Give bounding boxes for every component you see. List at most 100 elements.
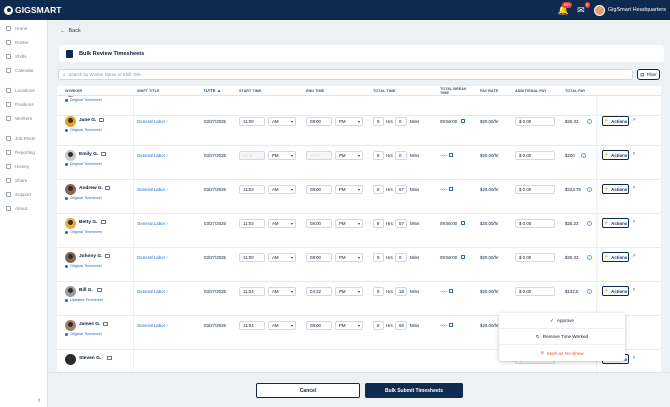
end-time-input[interactable]: 04:22 [306, 287, 332, 296]
info-icon[interactable]: i [587, 221, 592, 226]
info-icon[interactable]: i [581, 153, 586, 158]
sidebar-item-shifts[interactable]: Shifts [0, 49, 47, 63]
minutes-input[interactable]: 0 [395, 253, 407, 262]
end-time-input[interactable]: -- : -- [306, 151, 332, 160]
end-ampm-select[interactable]: PM [335, 219, 363, 228]
start-time-input[interactable]: 11:00 [239, 253, 265, 262]
hours-input[interactable]: 9 [373, 117, 384, 126]
end-ampm-select[interactable]: PM [335, 321, 363, 330]
start-ampm-select[interactable]: AM [268, 219, 296, 228]
timesheet-version[interactable]: Original Timesheet [65, 128, 102, 132]
edit-break-icon[interactable] [461, 119, 465, 123]
avatar[interactable] [65, 150, 76, 161]
avatar[interactable] [65, 354, 76, 365]
approve-option[interactable]: ✓ Approve [499, 313, 625, 329]
sidebar-item-calendar[interactable]: Calendar [0, 63, 47, 77]
sidebar-item-positions[interactable]: Positions [0, 97, 47, 111]
worker-name[interactable]: Johnny G. [79, 254, 103, 259]
start-time-input[interactable]: 11:03 [239, 185, 265, 194]
shift-link[interactable]: General Labor › [137, 221, 168, 226]
avatar[interactable] [65, 184, 76, 195]
hours-input[interactable]: 8 [373, 185, 384, 194]
actions-button[interactable]: ⚡Actions [602, 286, 629, 296]
edit-break-icon[interactable] [449, 153, 453, 157]
start-ampm-select[interactable]: AM [268, 287, 296, 296]
start-ampm-select[interactable]: AM [268, 321, 296, 330]
shift-link[interactable]: General Labor › [137, 187, 168, 192]
chevron-right-icon[interactable]: › [633, 151, 635, 157]
edit-break-icon[interactable] [461, 221, 465, 225]
end-time-input[interactable]: 08:00 [306, 219, 332, 228]
actions-button[interactable]: ⚡Actions [602, 218, 629, 228]
image-icon[interactable] [105, 186, 110, 190]
end-ampm-select[interactable]: PM [335, 117, 363, 126]
sidebar-item-roster[interactable]: Roster [0, 35, 47, 49]
avatar[interactable] [65, 320, 76, 331]
sidebar-item-share[interactable]: Share [0, 173, 47, 187]
end-ampm-select[interactable]: PM [335, 151, 363, 160]
info-icon[interactable]: i [587, 255, 592, 260]
col-total-time[interactable]: TOTAL TIME [373, 89, 396, 93]
additional-pay-input[interactable]: $ 0.00 [515, 185, 555, 194]
start-time-input[interactable]: 11:04 [239, 321, 265, 330]
shift-link[interactable]: General Labor › [137, 323, 168, 328]
worker-name[interactable]: Betty G. [79, 220, 98, 225]
hours-input[interactable]: 8 [373, 219, 384, 228]
start-ampm-select[interactable]: AM [268, 185, 296, 194]
actions-button[interactable]: ⚡Actions [602, 184, 629, 194]
col-total-pay[interactable]: TOTAL PAY [565, 89, 586, 93]
worker-name[interactable]: Jane G. [79, 118, 97, 123]
timesheet-version[interactable]: Updated Timesheet [65, 298, 103, 302]
additional-pay-input[interactable]: $ 0.00 [515, 151, 555, 160]
info-icon[interactable]: i [587, 289, 592, 294]
chevron-right-icon[interactable]: › [633, 117, 635, 123]
col-pay-rate[interactable]: PAY RATE [480, 89, 499, 93]
end-ampm-select[interactable]: PM [335, 253, 363, 262]
image-icon[interactable] [101, 220, 106, 224]
avatar[interactable] [65, 252, 76, 263]
timesheet-version[interactable]: Original Timesheet [65, 264, 102, 268]
col-date[interactable]: DATE ▲ [204, 88, 222, 93]
image-icon[interactable] [99, 118, 104, 122]
col-end-time[interactable]: END TIME [306, 89, 325, 93]
bell-icon[interactable]: 🔔 99+ [557, 2, 572, 15]
worker-name[interactable]: James G. [79, 322, 101, 327]
edit-break-icon[interactable] [461, 255, 465, 259]
additional-pay-input[interactable]: $ 0.00 [515, 219, 555, 228]
no-show-option[interactable]: ⊘ Mark as No-Show [499, 345, 625, 361]
image-icon[interactable] [107, 356, 112, 360]
additional-pay-input[interactable]: $ 0.00 [515, 117, 555, 126]
actions-button[interactable]: ⚡Actions [602, 150, 629, 160]
minutes-input[interactable]: 0 [395, 117, 407, 126]
sidebar-item-home[interactable]: Home [0, 21, 47, 35]
chevron-right-icon[interactable]: › [633, 185, 635, 191]
end-time-input[interactable]: 08:00 [306, 117, 332, 126]
hours-input[interactable]: 9 [373, 253, 384, 262]
minutes-input[interactable]: 56 [395, 321, 407, 330]
sidebar-item-job-posts[interactable]: Job Posts [0, 131, 47, 145]
chat-icon[interactable]: ✉ 6 [577, 2, 590, 15]
hours-input[interactable]: 5 [373, 287, 384, 296]
filter-button[interactable]: ▤ Filter [637, 69, 660, 80]
worker-name[interactable]: Andrew G. [79, 186, 103, 191]
end-ampm-select[interactable]: PM [335, 185, 363, 194]
chevron-right-icon[interactable]: › [633, 287, 635, 293]
end-time-input[interactable]: 08:00 [306, 253, 332, 262]
cancel-button[interactable]: Cancel [256, 383, 360, 398]
back-link[interactable]: ← Back [60, 28, 81, 34]
worker-name[interactable]: Emily G. [79, 152, 99, 157]
end-time-input[interactable]: 08:00 [306, 321, 332, 330]
start-ampm-select[interactable]: AM [268, 117, 296, 126]
actions-button[interactable]: ⚡Actions [602, 252, 629, 262]
timesheet-version[interactable]: Original Timesheet [65, 196, 102, 200]
edit-break-icon[interactable] [449, 289, 453, 293]
sidebar-item-reporting[interactable]: Reporting [0, 145, 47, 159]
timesheet-version[interactable]: Original Timesheet [65, 98, 102, 102]
sidebar-item-about[interactable]: About [0, 201, 47, 215]
minutes-input[interactable]: 57 [395, 219, 407, 228]
start-ampm-select[interactable]: AM [268, 253, 296, 262]
col-start-time[interactable]: START TIME [239, 89, 262, 93]
shift-link[interactable]: General Labor › [137, 153, 168, 158]
avatar[interactable] [65, 218, 76, 229]
search-input[interactable]: ⌕ Search by Worker Name or Shift Title [58, 69, 633, 80]
